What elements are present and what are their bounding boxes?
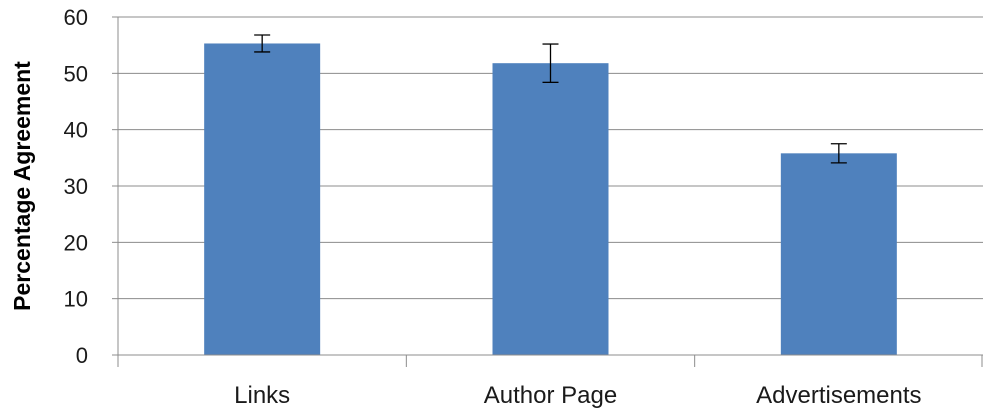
y-tick-label: 50: [64, 61, 88, 86]
bar: [492, 63, 609, 356]
bar: [204, 43, 321, 356]
labels: 0 10 20 30 40 50 60 Links Author Page Advertiseme…: [64, 5, 922, 409]
x-tick-label: Advertisements: [756, 382, 921, 409]
x-tick-label: Author Page: [484, 382, 617, 409]
y-axis-title: Percentage Agreement: [9, 61, 35, 311]
y-tick-label: 0: [76, 343, 88, 368]
y-tick-label: 40: [64, 118, 88, 143]
y-tick-label: 60: [64, 5, 88, 30]
axes: [112, 16, 983, 367]
bars: [204, 34, 897, 356]
y-tick-label: 10: [64, 287, 88, 312]
bar: [780, 153, 897, 355]
x-tick-label: Links: [234, 382, 290, 409]
y-tick-label: 30: [64, 174, 88, 199]
y-tick-label: 20: [64, 230, 88, 255]
